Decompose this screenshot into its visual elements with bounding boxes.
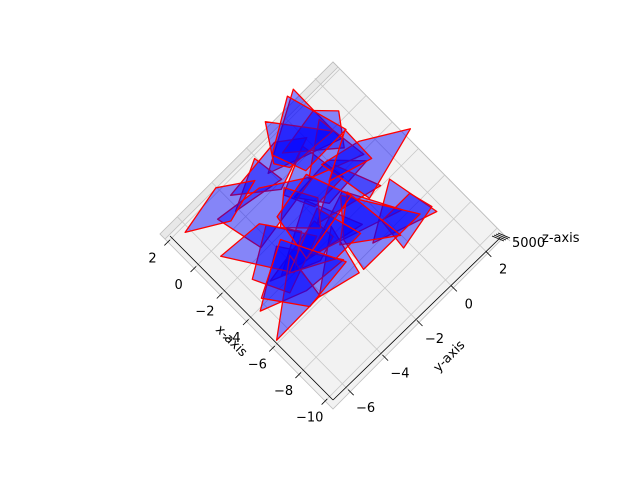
grid-line: [280, 112, 454, 289]
x-tick-mark: [216, 292, 223, 299]
x-tick-label: −6: [248, 357, 267, 372]
polygon-face: [339, 191, 402, 246]
y-axis-line: [332, 237, 501, 401]
y-tick-mark: [451, 285, 458, 292]
x-tick-label: 0: [175, 278, 183, 293]
y-tick-label: −4: [390, 367, 409, 382]
grid-line: [245, 147, 420, 323]
polygon-face: [281, 109, 345, 154]
y-tick-label: 0: [465, 297, 473, 312]
polygon-face: [234, 157, 283, 212]
z-tick-mark: [493, 234, 507, 241]
grid-line: [176, 216, 351, 392]
right-back-pane: [332, 61, 511, 242]
y-tick-mark: [416, 320, 423, 327]
polygon-face: [220, 223, 303, 274]
x-tick-mark: [242, 319, 249, 326]
y-tick-label: 2: [499, 263, 507, 278]
x-axis-line: [169, 235, 334, 401]
x-tick-mark: [268, 345, 276, 352]
polygon-face: [320, 128, 412, 199]
x-tick-label: −8: [274, 384, 293, 399]
polygon-face: [276, 173, 352, 260]
y-axis-ticks: 2 0 −2 −4 −6: [347, 250, 507, 416]
x-tick-mark: [321, 398, 328, 405]
y-tick-mark: [347, 389, 354, 396]
polygon-face: [184, 179, 256, 234]
z-tick-mark: [491, 235, 505, 242]
x-tick-mark: [295, 372, 302, 379]
polygon-face: [275, 254, 321, 341]
x-tick-label: 2: [148, 251, 156, 266]
y-tick-mark: [485, 250, 492, 258]
polygon-collection: [184, 88, 438, 341]
x-tick-mark: [190, 266, 197, 273]
y-tick-label: −6: [356, 401, 375, 416]
polygon-face: [309, 190, 403, 257]
y-tick-mark: [382, 354, 389, 361]
z-tick-mark: [495, 233, 509, 240]
polygon-face: [328, 129, 373, 182]
x-tick-label: −4: [222, 331, 241, 346]
x-axis-ticks: 2 0 −2 −4 −6 −8−10: [148, 239, 328, 425]
x-tick-mark: [164, 239, 171, 246]
x-tick-label: −2: [195, 304, 214, 319]
z-axis-title: z-axis: [542, 231, 580, 246]
x-tick-label: −10: [296, 410, 323, 425]
z-tick-mark: [497, 232, 511, 239]
grid-line: [314, 78, 489, 254]
y-tick-label: −2: [425, 332, 444, 347]
polygon-face: [264, 121, 334, 169]
z-axis-ticks: 5000: [491, 232, 545, 251]
z-tick-label: 5000: [512, 236, 545, 251]
polygon-face: [381, 192, 433, 249]
polygon-face: [271, 95, 347, 172]
polygon-face: [260, 238, 347, 308]
